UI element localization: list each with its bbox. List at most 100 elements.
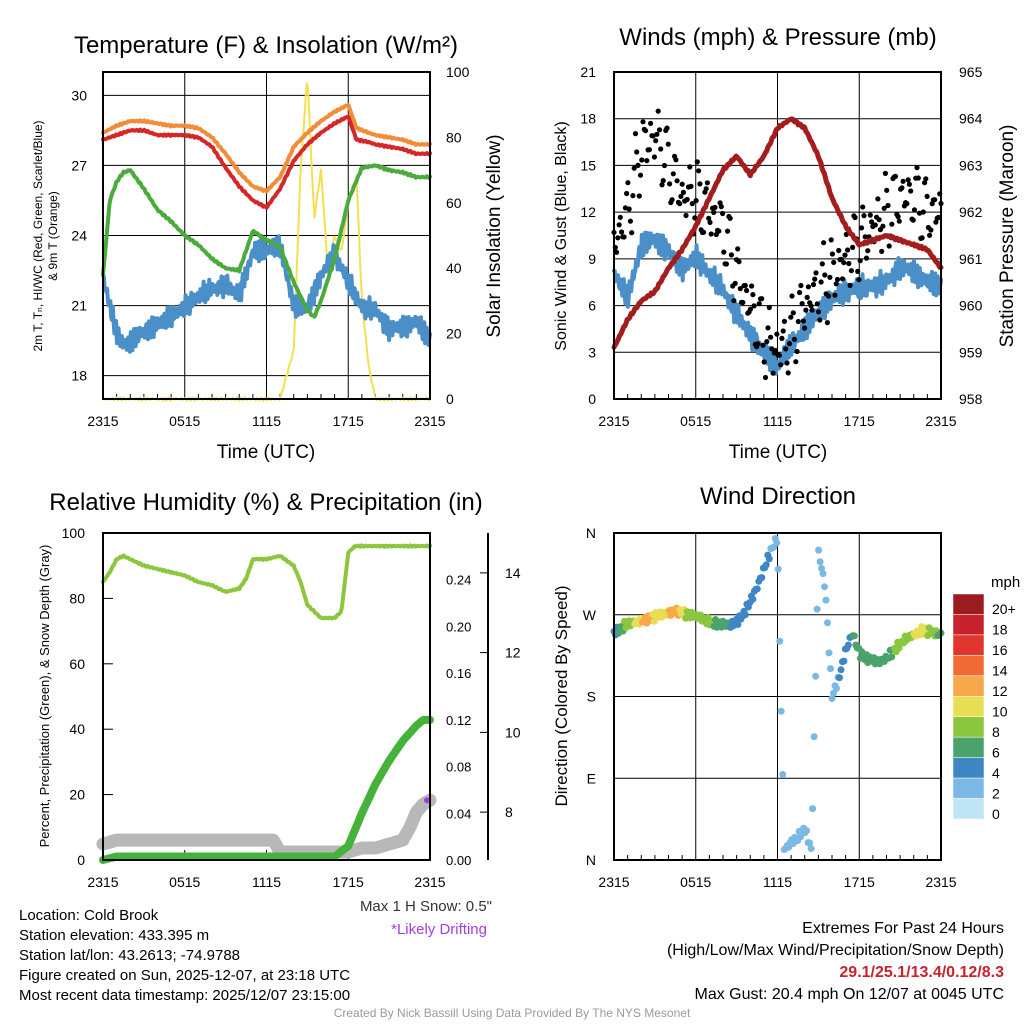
x-tick-label: 1715 — [844, 413, 875, 429]
gust-point — [683, 212, 689, 219]
gust-point — [706, 215, 712, 221]
colorbar-label: 4 — [992, 765, 1000, 781]
gust-point — [637, 172, 644, 178]
y-tick-label: 0.08 — [446, 760, 471, 775]
temperature-frame — [102, 71, 431, 400]
x-tick-label: 0515 — [169, 413, 200, 429]
colorbar-label: 18 — [992, 622, 1008, 638]
direction-tick-label: N — [586, 852, 596, 868]
y-tick-label: 0.04 — [446, 806, 471, 821]
y-tick-label: 9 — [588, 251, 596, 267]
gust-point — [634, 149, 640, 155]
direction-point — [833, 684, 840, 692]
direction-point — [749, 595, 757, 603]
gust-point — [624, 190, 630, 197]
gust-point — [815, 309, 822, 315]
direction-tick-label: S — [587, 689, 596, 705]
gust-point — [786, 341, 793, 347]
direction-point — [827, 665, 834, 673]
gust-point — [655, 108, 661, 114]
gust-point — [856, 277, 862, 283]
y-tick-label: 100 — [62, 525, 86, 541]
gust-point — [793, 359, 799, 365]
direction-point — [773, 539, 781, 547]
gust-point — [711, 209, 717, 215]
gust-point — [848, 268, 855, 274]
x-tick-label: 2315 — [925, 413, 956, 429]
gust-point — [900, 178, 906, 184]
gust-point — [673, 157, 679, 163]
gust-point — [732, 280, 738, 286]
humidity-panel: Relative Humidity (%) & Precipitation (i… — [37, 489, 521, 890]
winds-xlabel: Time (UTC) — [729, 442, 828, 463]
gust-point — [674, 178, 680, 184]
gust-point — [625, 180, 631, 186]
gust-point — [935, 214, 942, 220]
x-tick-label: 2315 — [925, 874, 956, 890]
temperature-ylabel-line1: 2m T, Tₙ, HI/WC (Red, Green, Scarlet/Blu… — [31, 120, 45, 351]
winds-panel: Winds (mph) & Pressure (mb) 2315 0515 1115… — [553, 24, 1018, 463]
gust-point — [779, 335, 785, 341]
gust-point — [805, 284, 812, 290]
gust-point — [619, 229, 625, 235]
x-tick-label: 1115 — [763, 413, 792, 429]
gust-point — [865, 248, 871, 254]
gust-point — [812, 276, 818, 282]
gust-point — [832, 292, 838, 298]
gust-point — [882, 170, 889, 176]
temperature-panel: Temperature (F) & Insolation (W/m²) 2315… — [31, 32, 505, 463]
direction-point — [819, 570, 827, 578]
direction-point — [797, 833, 805, 841]
direction-title: Wind Direction — [700, 483, 856, 510]
y-tick-label: 0.12 — [446, 713, 471, 728]
gust-point — [696, 168, 702, 174]
gust-point — [827, 274, 833, 280]
gust-point — [751, 303, 757, 309]
y-tick-label: 0.16 — [446, 666, 471, 681]
gust-point — [651, 154, 658, 160]
colorbar-label: 0 — [992, 806, 1000, 822]
station-location: Location: Cold Brook — [19, 907, 159, 924]
gust-point — [661, 162, 668, 169]
gust-point — [646, 147, 653, 153]
gust-point — [817, 317, 823, 323]
temperature-ylabel-line2: & 9m T (Orange) — [46, 191, 60, 281]
y-tick-label: 80 — [69, 590, 85, 606]
gust-point — [765, 325, 771, 331]
gust-point — [795, 318, 801, 325]
gust-point — [747, 306, 754, 312]
gust-point — [630, 193, 636, 199]
direction-tick-label: N — [586, 525, 596, 541]
y-tick-label: 958 — [959, 391, 983, 407]
gust-point — [857, 258, 863, 264]
direction-point — [774, 565, 782, 573]
y-tick-label: 100 — [446, 64, 470, 80]
x-tick-label: 1715 — [333, 413, 364, 429]
gust-point — [639, 157, 645, 163]
gust-point — [723, 261, 730, 267]
gust-point — [910, 217, 916, 223]
winds-ylabel-right: Station Pressure (Maroon) — [997, 125, 1018, 348]
gust-point — [829, 251, 836, 257]
series-relative-humidity — [101, 543, 432, 621]
gust-point — [616, 222, 622, 228]
gust-point — [790, 310, 796, 316]
temperature-title: Temperature (F) & Insolation (W/m²) — [74, 32, 458, 59]
gust-point — [766, 304, 772, 311]
gust-point — [643, 128, 649, 134]
gust-point — [707, 219, 713, 225]
gust-point — [881, 205, 887, 211]
gust-point — [701, 229, 707, 235]
gust-point — [822, 272, 828, 278]
gust-point — [867, 212, 873, 218]
gust-point — [914, 165, 920, 171]
gust-point — [731, 298, 737, 304]
direction-point — [810, 733, 818, 741]
series-hi-wc — [101, 234, 432, 354]
direction-point — [809, 805, 817, 813]
gust-point — [924, 193, 930, 199]
gust-point — [804, 294, 810, 300]
gust-point — [892, 173, 899, 179]
colorbar-label: 10 — [992, 704, 1008, 720]
gust-point — [880, 223, 886, 229]
